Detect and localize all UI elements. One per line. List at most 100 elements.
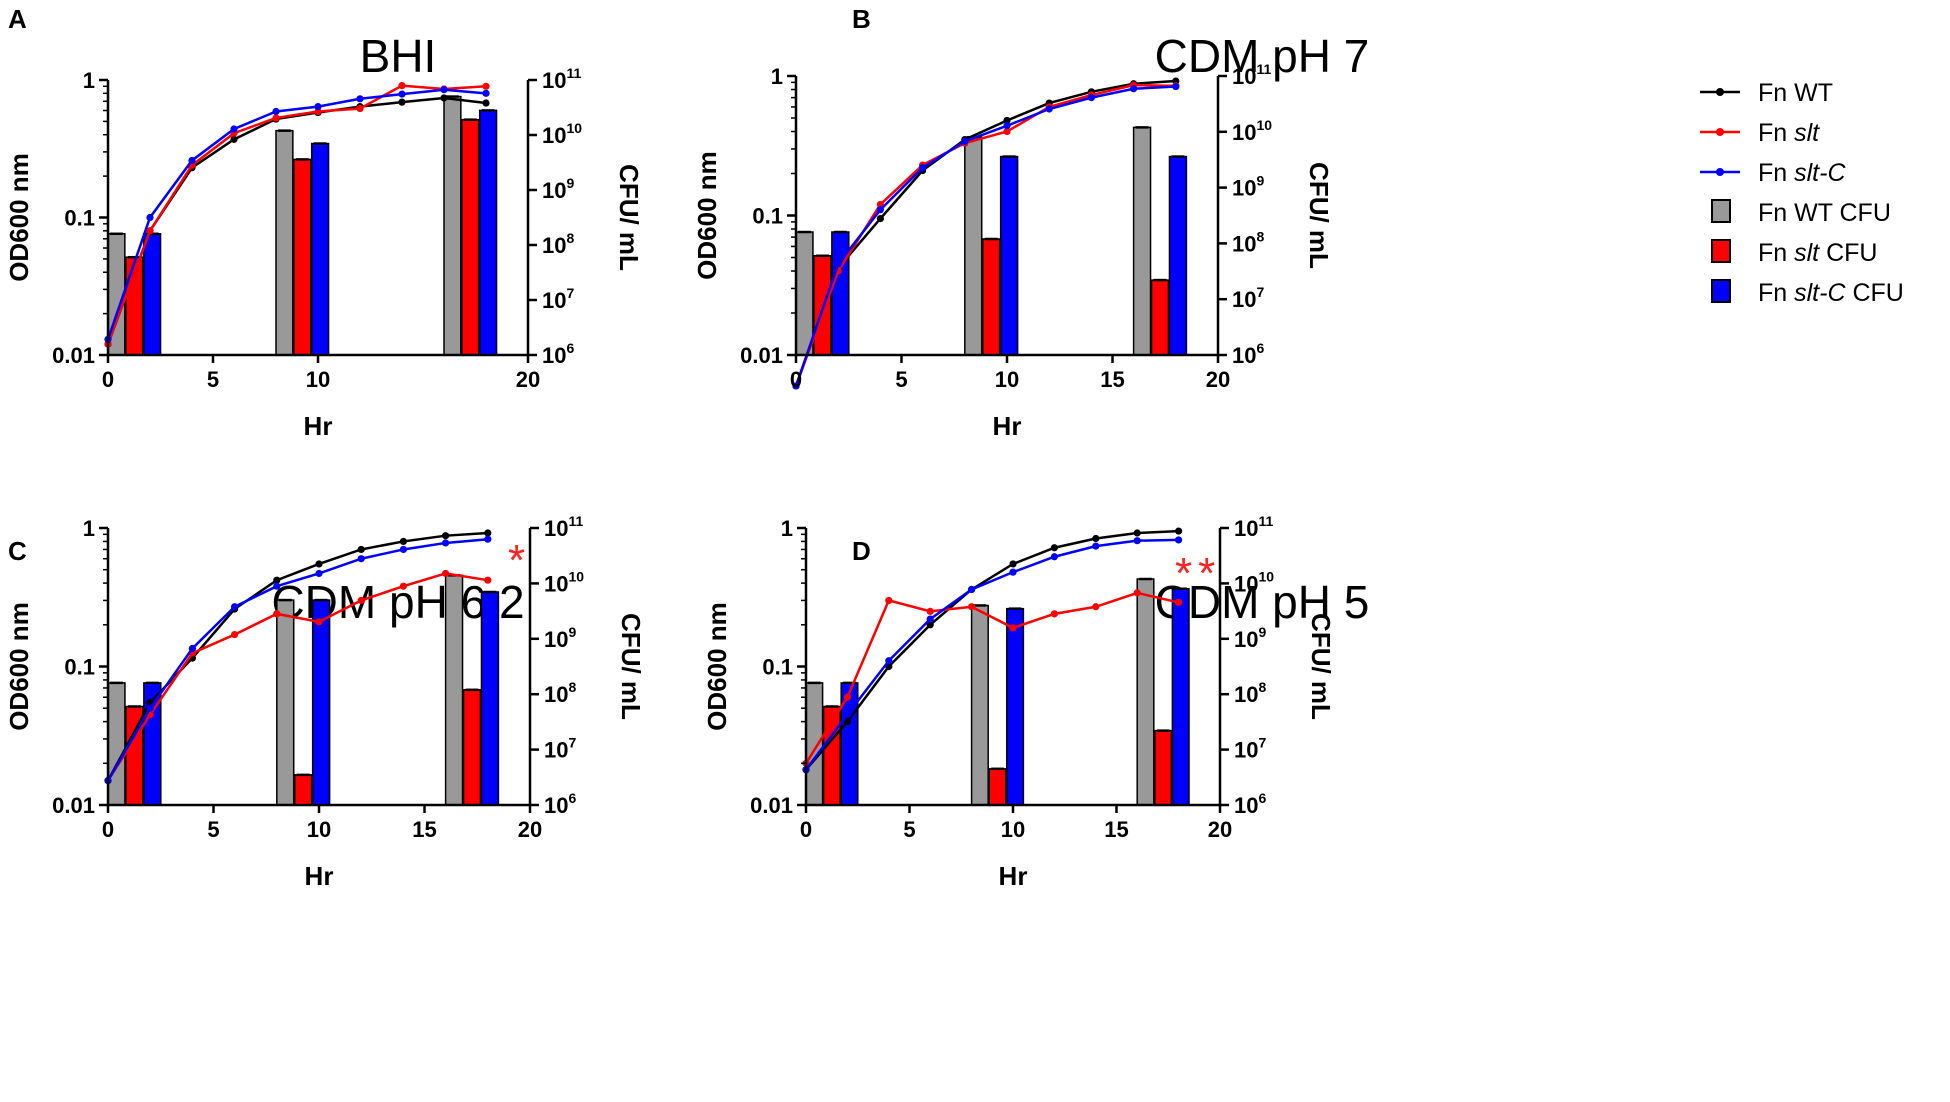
point-fn-wt bbox=[1003, 116, 1011, 125]
y2-tick-label: 109 bbox=[542, 175, 574, 203]
y2-tick-label: 1010 bbox=[544, 568, 584, 596]
y-tick-label: 0.1 bbox=[762, 655, 793, 680]
point-fn-wt bbox=[484, 529, 492, 537]
bar-fn-wt-cfu-1 bbox=[276, 599, 295, 806]
y2-tick-label: 1010 bbox=[1232, 117, 1272, 145]
bar-fn-slt-c-cfu-0 bbox=[831, 231, 850, 356]
x-tick-label: 10 bbox=[306, 367, 330, 392]
point-fn-slt-c bbox=[188, 644, 196, 653]
y2-tick-exponent: 9 bbox=[566, 175, 574, 191]
y2-tick-exponent: 10 bbox=[1258, 568, 1274, 584]
y2-tick-exponent: 11 bbox=[566, 65, 581, 81]
x-axis-title: Hr bbox=[305, 861, 334, 891]
y2-tick-exponent: 8 bbox=[1256, 228, 1264, 244]
x-tick-label: 5 bbox=[207, 817, 219, 842]
x-tick-label: 0 bbox=[102, 817, 114, 842]
point-fn-wt bbox=[440, 94, 448, 102]
x-tick-label: 0 bbox=[790, 367, 802, 392]
y-tick-label: 1 bbox=[771, 64, 783, 89]
panel-d-title: CDM pH 5 bbox=[1155, 576, 1370, 628]
y2-axis-title: CFU/ mL bbox=[616, 613, 646, 720]
point-fn-slt-c bbox=[1087, 94, 1095, 102]
point-fn-slt-c bbox=[1009, 568, 1017, 576]
y2-tick-exponent: 6 bbox=[1258, 790, 1266, 806]
point-fn-slt bbox=[272, 114, 280, 122]
x-tick-label: 5 bbox=[895, 367, 907, 392]
line-fn-slt bbox=[804, 591, 1179, 764]
point-fn-slt-c bbox=[357, 555, 365, 563]
x-tick-label: 5 bbox=[903, 817, 915, 842]
bar-fn-slt-cfu-2 bbox=[1150, 279, 1170, 356]
point-fn-slt bbox=[399, 582, 407, 590]
y-tick-label: 1 bbox=[83, 516, 95, 541]
panel-a-title: BHI bbox=[360, 30, 437, 82]
y-axis-title: OD600 nm bbox=[702, 602, 732, 731]
point-fn-slt bbox=[231, 630, 239, 639]
y-tick-label: 1 bbox=[83, 68, 95, 93]
point-fn-slt bbox=[484, 576, 492, 584]
legend-bar-swatch bbox=[1711, 199, 1731, 223]
y2-tick-label: 106 bbox=[1234, 790, 1266, 818]
y2-tick-label: 107 bbox=[544, 735, 576, 763]
point-fn-slt-c bbox=[961, 137, 969, 145]
point-fn-slt-c bbox=[231, 603, 239, 611]
y2-tick-exponent: 10 bbox=[1256, 117, 1272, 133]
bar-fn-slt-c-cfu-0 bbox=[142, 233, 162, 356]
point-fn-slt-c bbox=[1050, 553, 1058, 561]
x-axis-title: Hr bbox=[304, 411, 333, 441]
legend-item-1: Fn slt bbox=[1700, 119, 1820, 147]
y2-tick-exponent: 10 bbox=[566, 120, 582, 136]
point-fn-wt bbox=[230, 135, 238, 143]
y2-tick-exponent: 9 bbox=[1256, 173, 1264, 189]
panel-letter-d: D bbox=[852, 536, 871, 566]
point-fn-slt-c bbox=[1175, 536, 1183, 544]
x-axis-title: Hr bbox=[999, 861, 1028, 891]
line-fn-wt bbox=[794, 79, 1176, 387]
panel-b-title: CDM pH 7 bbox=[1155, 30, 1370, 82]
point-fn-slt bbox=[273, 610, 281, 618]
point-fn-slt-c bbox=[146, 704, 154, 712]
bar-fn-slt-c-cfu-2 bbox=[478, 109, 498, 356]
x-tick-label: 20 bbox=[1208, 817, 1232, 842]
y2-axis-title: CFU/ mL bbox=[1304, 162, 1334, 269]
legend-item-5: Fn slt-C CFU bbox=[1711, 279, 1904, 307]
point-fn-slt-c bbox=[1130, 85, 1138, 93]
point-fn-wt bbox=[1175, 527, 1183, 535]
y2-tick-exponent: 7 bbox=[1258, 735, 1266, 751]
y2-tick-label: 1010 bbox=[542, 120, 582, 148]
y2-tick-exponent: 10 bbox=[568, 568, 584, 584]
point-fn-slt-c bbox=[146, 213, 154, 222]
bar-fn-wt-cfu-1 bbox=[275, 129, 294, 356]
point-fn-slt-c bbox=[314, 103, 322, 111]
y2-tick-label: 106 bbox=[1232, 340, 1264, 368]
x-tick-label: 10 bbox=[307, 817, 331, 842]
point-fn-slt-c bbox=[885, 657, 893, 665]
bar-fn-slt-c-cfu-2 bbox=[1171, 588, 1190, 806]
point-fn-wt bbox=[442, 532, 450, 540]
point-fn-slt-c bbox=[792, 382, 800, 390]
y2-tick-label: 106 bbox=[542, 340, 574, 368]
point-fn-slt bbox=[315, 618, 323, 626]
point-fn-wt bbox=[273, 576, 281, 584]
x-tick-label: 0 bbox=[102, 367, 114, 392]
legend-item-2: Fn slt-C bbox=[1700, 159, 1846, 187]
y2-tick-label: 109 bbox=[1232, 173, 1264, 201]
bar-fn-wt-cfu-0 bbox=[795, 231, 814, 356]
y-tick-label: 0.1 bbox=[752, 204, 783, 229]
y2-tick-label: 108 bbox=[542, 230, 574, 258]
bar-fn-slt-c-cfu-1 bbox=[1006, 607, 1025, 806]
x-axis-title: Hr bbox=[993, 411, 1022, 441]
point-fn-wt bbox=[1050, 544, 1058, 552]
point-fn-slt-c bbox=[1133, 537, 1141, 545]
y2-tick-exponent: 6 bbox=[566, 340, 574, 356]
y2-tick-label: 108 bbox=[1234, 679, 1266, 707]
y2-tick-exponent: 7 bbox=[568, 735, 576, 751]
bar-fn-slt-cfu-0 bbox=[813, 255, 832, 356]
point-fn-slt bbox=[482, 82, 490, 90]
point-fn-wt bbox=[843, 718, 852, 726]
point-fn-wt bbox=[1092, 534, 1100, 543]
